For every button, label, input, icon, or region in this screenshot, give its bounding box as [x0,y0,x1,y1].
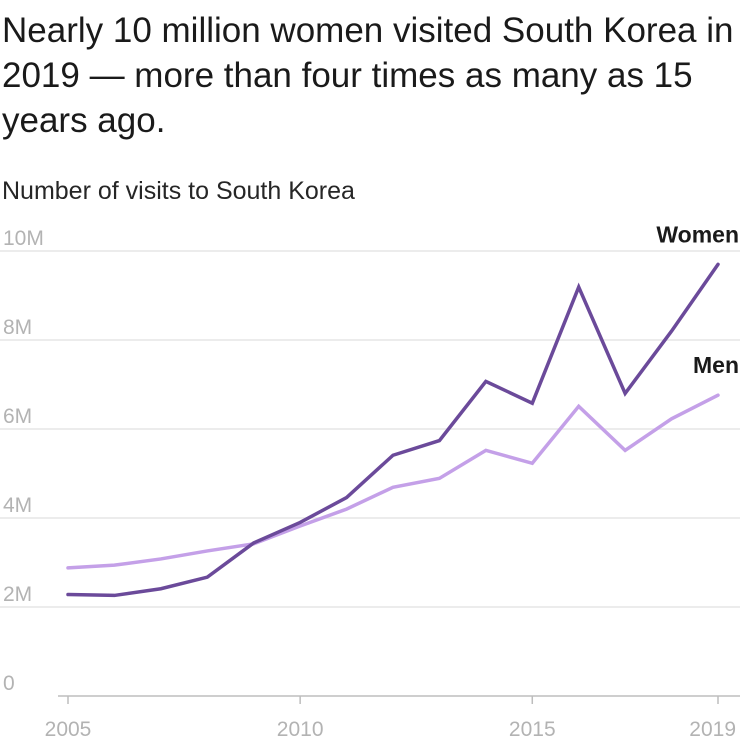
y-tick-label: 4M [3,494,32,517]
chart-subtitle: Number of visits to South Korea [2,177,355,205]
y-tick-label: 8M [3,316,32,339]
x-tick-label: 2015 [509,718,556,741]
x-tick-labels: 2005 2010 2015 2019 [45,718,736,741]
y-tick-label: 0 [3,672,15,695]
y-tick-labels: 0 2M 4M 6M 8M 10M [3,227,44,695]
x-tick-label: 2010 [277,718,324,741]
series-line-men [66,393,720,570]
series-label-women: Women [656,221,739,247]
x-axis [58,695,740,704]
series-labels: Men Women [656,221,739,378]
series-label-men: Men [693,352,739,378]
gridlines [0,250,740,608]
y-tick-label: 10M [3,227,44,250]
x-tick-label: 2019 [689,718,736,741]
chart-title: Nearly 10 million women visited South Ko… [2,11,734,140]
series-lines [66,262,720,598]
y-tick-label: 6M [3,405,32,428]
x-tick-label: 2005 [45,718,92,741]
series-line-women [66,262,720,598]
y-tick-label: 2M [3,583,32,606]
